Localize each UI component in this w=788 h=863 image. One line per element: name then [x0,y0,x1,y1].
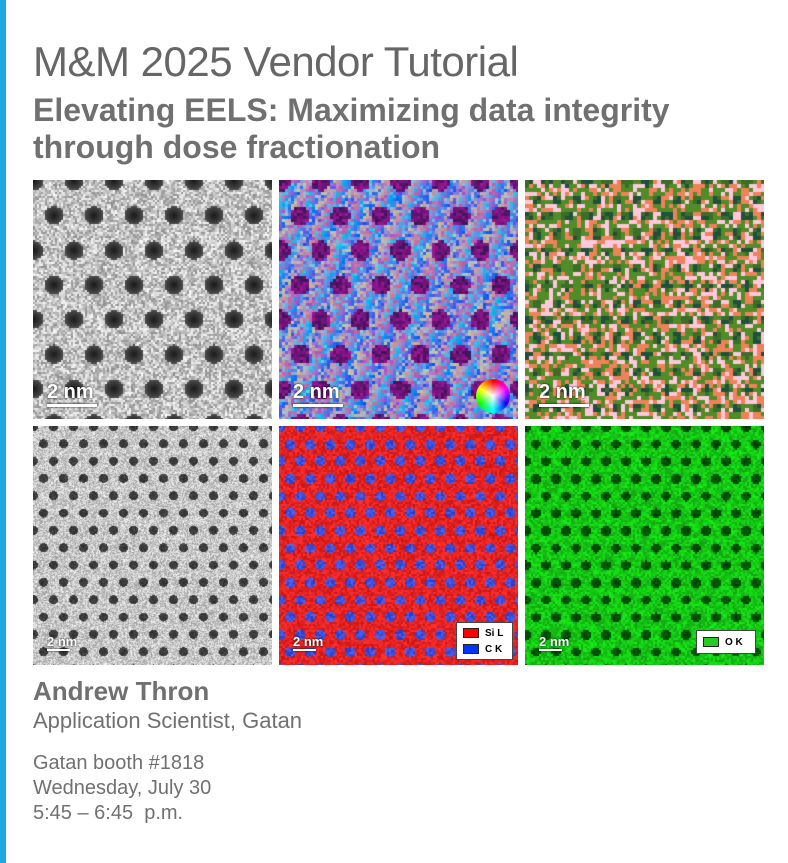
scale-bar-label: 2 nm [539,634,570,649]
scale-bar-line [47,404,97,407]
rgb-phase-map-image [279,180,518,419]
accent-bar [0,0,6,863]
scale-bar: 2 nm [47,382,97,407]
scale-bar-label: 2 nm [293,381,340,403]
scale-bar: 2 nm [539,635,569,651]
scale-bar-line [539,404,589,407]
legend-item-si: Si L [457,625,512,641]
panel-orange-green-map: 2 nm [525,180,764,419]
booth-number: Gatan booth #1818 [33,752,205,774]
panel-rgb-phase-map: 2 nm [279,180,518,419]
scale-bar-label: 2 nm [539,381,586,403]
scale-bar-label: 2 nm [293,634,324,649]
speaker-role: Application Scientist, Gatan [33,708,303,733]
legend-label: C K [485,643,503,655]
legend-swatch-red [463,628,479,638]
speaker-name: Andrew Thron [33,676,210,706]
orange-green-map-image [525,180,764,419]
scale-bar-label: 2 nm [47,634,78,649]
element-legend: Si L C K [456,622,513,660]
legend-swatch-blue [463,644,479,654]
legend-label: Si L [485,627,504,639]
scale-bar-line [293,649,316,651]
tutorial-title: M&M 2025 Vendor Tutorial [33,38,519,85]
scale-bar-line [539,649,562,651]
scale-bar: 2 nm [293,382,343,407]
legend-item-o: O K [697,634,755,650]
scale-bar: 2 nm [539,382,589,407]
gray-small-image [33,426,272,665]
panel-gray-haadf: 2 nm [33,180,272,419]
legend-label: O K [725,636,743,648]
event-date: Wednesday, July 30 [33,777,212,799]
o-map-image [525,426,764,665]
scale-bar-line [293,404,343,407]
panel-o-map: 2 nm O K [525,426,764,665]
panel-si-c-map: 2 nm Si L C K [279,426,518,665]
image-grid: 2 nm 2 nm 2 nm 2 nm 2 nm [33,180,764,665]
panel-gray-small: 2 nm [33,426,272,665]
gray-haadf-image [33,180,272,419]
event-time: 5:45 – 6:45 p.m. [33,802,184,824]
tutorial-subtitle: Elevating EELS: Maximizing data integrit… [33,92,670,165]
element-legend: O K [696,630,756,654]
color-wheel-icon [476,379,510,413]
scale-bar-label: 2 nm [47,381,94,403]
legend-item-c: C K [457,641,512,657]
scale-bar: 2 nm [47,635,77,651]
legend-swatch-green [703,637,719,647]
scale-bar: 2 nm [293,635,323,651]
scale-bar-line [47,649,70,651]
